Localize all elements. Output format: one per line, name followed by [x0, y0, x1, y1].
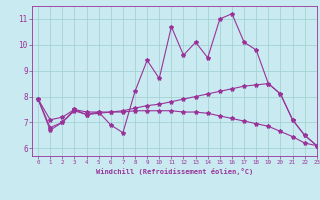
- X-axis label: Windchill (Refroidissement éolien,°C): Windchill (Refroidissement éolien,°C): [96, 168, 253, 175]
